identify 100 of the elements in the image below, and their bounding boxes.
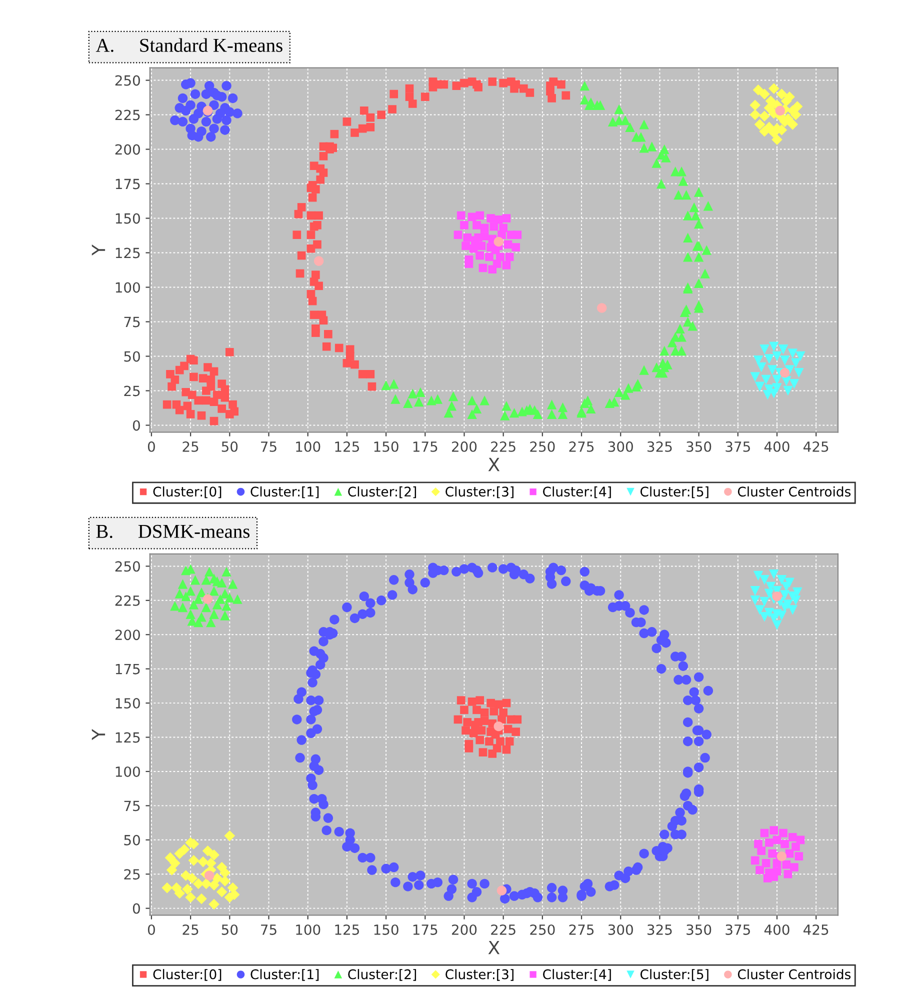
point xyxy=(212,600,222,610)
point xyxy=(196,893,207,904)
point xyxy=(314,256,324,266)
point xyxy=(770,826,778,834)
legend-label: Cluster:[0] xyxy=(153,969,222,981)
point xyxy=(178,602,188,612)
point xyxy=(776,575,787,585)
x-tick-label: 225 xyxy=(491,924,516,935)
point xyxy=(188,855,200,866)
point xyxy=(208,850,220,860)
point xyxy=(779,828,788,838)
point xyxy=(462,726,470,735)
y-tick-label: 150 xyxy=(116,698,140,709)
point xyxy=(776,851,787,862)
point xyxy=(772,351,782,362)
point xyxy=(760,612,770,622)
point xyxy=(454,230,462,239)
point xyxy=(185,892,196,903)
x-tick-label: 175 xyxy=(413,442,438,452)
x-tick-label: 400 xyxy=(764,924,790,935)
x-tick-label: 275 xyxy=(569,924,594,935)
point xyxy=(201,602,212,612)
point xyxy=(178,116,188,127)
x-tick-label: 325 xyxy=(648,441,672,452)
point xyxy=(170,601,180,611)
point xyxy=(759,126,770,137)
point xyxy=(222,566,232,577)
point xyxy=(750,856,760,865)
point xyxy=(478,264,488,272)
point xyxy=(178,93,188,104)
y-tick-label: 75 xyxy=(124,316,140,328)
point xyxy=(216,92,227,102)
point xyxy=(174,588,184,598)
x-tick-label: 50 xyxy=(222,441,238,452)
y-tick-label: 250 xyxy=(115,561,140,572)
point xyxy=(778,344,788,354)
y-axis-title: Y xyxy=(92,728,106,740)
point xyxy=(460,220,468,230)
x-axis-title: X xyxy=(488,458,500,472)
point xyxy=(222,601,232,611)
point xyxy=(178,579,188,589)
point xyxy=(212,872,223,884)
x-tick-label: 375 xyxy=(726,924,750,935)
point xyxy=(750,586,760,596)
y-tick-label: 125 xyxy=(116,732,140,743)
legend-label: Cluster:[2] xyxy=(348,486,416,498)
x-tick-label: 0 xyxy=(148,924,155,935)
point xyxy=(224,830,236,842)
legend-label: Cluster:[2] xyxy=(348,969,416,981)
chart-title: A. Standard K-means xyxy=(96,38,282,52)
point xyxy=(776,88,788,100)
point xyxy=(788,348,798,358)
point xyxy=(468,212,476,222)
y-axis-title: Y xyxy=(92,244,106,256)
point xyxy=(198,856,208,868)
point xyxy=(186,609,196,619)
point xyxy=(775,106,785,116)
point xyxy=(206,132,216,142)
point xyxy=(750,109,761,120)
point xyxy=(764,354,774,364)
point xyxy=(190,575,200,585)
point xyxy=(787,119,798,130)
legend-label: Cluster:[5] xyxy=(640,969,708,981)
point xyxy=(174,888,186,899)
point xyxy=(469,244,478,253)
x-tick-label: 425 xyxy=(804,924,828,935)
point xyxy=(464,744,474,752)
point xyxy=(513,715,522,724)
point xyxy=(492,744,502,752)
point xyxy=(750,372,760,382)
point xyxy=(166,864,178,876)
point xyxy=(208,898,220,910)
point xyxy=(512,728,520,736)
y-tick-label: 175 xyxy=(116,664,140,674)
x-tick-label: 425 xyxy=(804,441,828,452)
legend-label: Cluster:[0] xyxy=(153,486,222,498)
y-tick-label: 75 xyxy=(124,800,140,812)
x-tick-label: 150 xyxy=(374,924,398,935)
point xyxy=(792,101,803,112)
x-tick-label: 200 xyxy=(452,441,477,452)
point xyxy=(485,737,494,746)
point xyxy=(209,609,219,619)
y-tick-label: 225 xyxy=(115,110,140,120)
x-tick-label: 25 xyxy=(182,441,198,452)
legend-label: Cluster:[3] xyxy=(446,969,514,981)
x-tick-label: 100 xyxy=(296,441,320,452)
point xyxy=(760,344,770,354)
point xyxy=(181,591,191,602)
point xyxy=(784,870,792,878)
point xyxy=(790,358,801,368)
point xyxy=(463,718,472,726)
point xyxy=(492,260,502,268)
point xyxy=(788,832,797,842)
point xyxy=(209,100,219,110)
point xyxy=(182,884,193,895)
point xyxy=(486,698,495,708)
point xyxy=(478,748,488,756)
point xyxy=(490,222,498,231)
point xyxy=(496,886,507,896)
y-tick-label: 150 xyxy=(116,213,140,224)
